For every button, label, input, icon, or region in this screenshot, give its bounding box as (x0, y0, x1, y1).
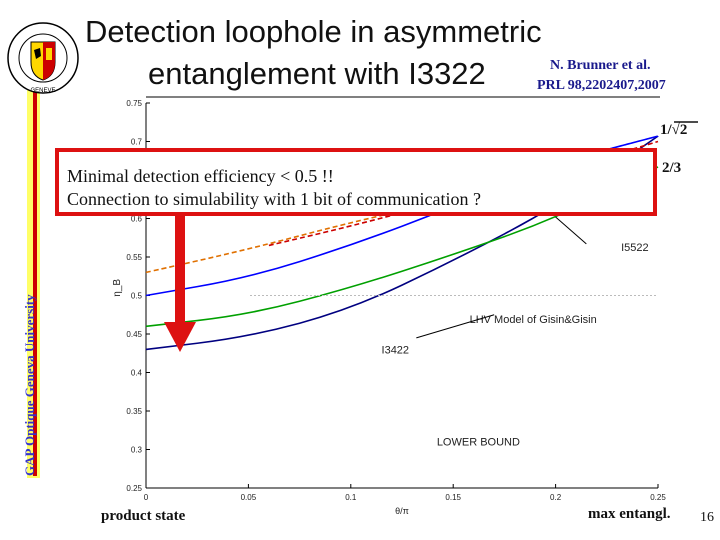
plot-annotation: I3422 (382, 344, 410, 356)
callout-line2: Connection to simulability with 1 bit of… (67, 189, 481, 209)
y-tick-label: 0.35 (126, 407, 142, 416)
y-tick-label: 0.75 (126, 99, 142, 108)
y-tick-label: 0.4 (131, 369, 143, 378)
plot-annotations: I5522 LHV Model of Gisin&Gisin I3422 LOWER … (382, 216, 649, 449)
y-tick-label: 0.5 (131, 292, 143, 301)
plot-annotation: LHV Model of Gisin&Gisin (470, 314, 597, 326)
reference-authors: N. Brunner et al. (550, 58, 651, 73)
x-tick-label: 0.05 (241, 493, 257, 502)
y-axis-label: η_B (112, 279, 123, 297)
x-tick-label: 0.2 (550, 493, 562, 502)
x-axis-label: θ/π (395, 506, 409, 516)
reference-journal: PRL 98,2202407,2007 (537, 78, 666, 93)
x-tick-label: 0.15 (445, 493, 461, 502)
overline-sqrt2 (674, 121, 698, 123)
plot-annotation: LOWER BOUND (437, 437, 520, 449)
label-one-over-sqrt2: 1/√2 (660, 122, 688, 138)
label-max-entangled: max entangl. (588, 506, 671, 522)
y-tick-label: 0.55 (126, 253, 142, 262)
y-tick-label: 0.45 (126, 330, 142, 339)
label-two-thirds: 2/3 (662, 160, 682, 176)
y-tick-label: 0.25 (126, 484, 142, 493)
slide-title-line2: entanglement with I3322 (148, 56, 486, 91)
side-bar-red (33, 80, 37, 476)
y-tick-label: 0.7 (131, 138, 143, 147)
svg-text:GENEVE: GENEVE (30, 88, 55, 94)
callout-box: Minimal detection efficiency < 0.5 !! Co… (55, 148, 657, 216)
x-tick-label: 0 (144, 493, 149, 502)
plot-annotation: I5522 (621, 242, 649, 254)
x-tick-label: 0.25 (650, 493, 666, 502)
slide-title-line1: Detection loophole in asymmetric (85, 14, 542, 49)
plot-ticks: 0.750.70.650.60.550.50.450.40.350.30.250… (112, 99, 666, 516)
annotation-arrow (416, 314, 495, 339)
label-product-state: product state (101, 508, 186, 524)
university-seal-logo: GENEVE (7, 22, 79, 94)
red-arrow-icon (164, 216, 196, 352)
y-tick-label: 0.6 (131, 215, 143, 224)
x-tick-label: 0.1 (345, 493, 357, 502)
annotation-arrow (555, 216, 587, 245)
y-tick-label: 0.3 (131, 446, 143, 455)
page-number: 16 (700, 510, 714, 525)
callout-line1: Minimal detection efficiency < 0.5 !! (67, 166, 334, 186)
